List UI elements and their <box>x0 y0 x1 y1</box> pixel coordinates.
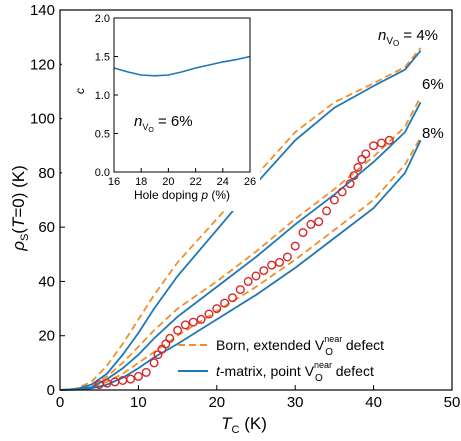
x-tick-label: 50 <box>444 394 461 411</box>
inset-x-tick-label: 24 <box>217 176 229 188</box>
data-point <box>376 138 386 148</box>
y-tick-label: 120 <box>30 56 55 73</box>
born-curve-0 <box>59 47 422 391</box>
x-axis-title: TC (K) <box>221 414 267 436</box>
x-tick-label: 10 <box>130 394 147 411</box>
inset-y-tick-label: 0.5 <box>95 129 110 141</box>
data-point <box>188 317 198 327</box>
data-point <box>220 298 230 308</box>
data-point <box>180 320 190 330</box>
inset-x-tick-label: 22 <box>189 176 201 188</box>
x-tick-label: 40 <box>365 394 382 411</box>
y-tick-label: 60 <box>38 219 55 236</box>
inset-annotation: nVO = 6% <box>134 113 193 134</box>
inset-y-tick-label: 1.5 <box>95 52 110 64</box>
data-point <box>282 252 292 262</box>
inset-x-tick-label: 26 <box>244 176 256 188</box>
x-tick-label: 0 <box>56 394 64 411</box>
data-point <box>196 314 206 324</box>
data-point <box>314 217 324 227</box>
inset-x-tick-label: 18 <box>135 176 147 188</box>
x-tick-label: 20 <box>208 394 225 411</box>
inset-y-tick-label: 2.0 <box>95 13 110 25</box>
data-point <box>173 325 183 335</box>
y-tick-label: 140 <box>30 2 55 19</box>
data-point <box>290 241 300 251</box>
tmatrix-curve-1 <box>59 101 422 391</box>
data-point <box>235 285 245 295</box>
data-point <box>322 206 332 216</box>
inset-x-tick-label: 16 <box>108 176 120 188</box>
data-point <box>251 271 261 281</box>
y-tick-label: 40 <box>38 273 55 290</box>
inset-y-axis-title: c <box>73 88 87 94</box>
curve-label-4pct: nVO = 4% <box>378 27 438 48</box>
data-point <box>306 219 316 229</box>
inset-x-axis-title: Hole doping p (%) <box>134 188 230 202</box>
y-axis-title: ρS(T=0) (K) <box>9 165 31 252</box>
data-point <box>227 293 237 303</box>
inset-x-tick-label: 20 <box>162 176 174 188</box>
born-curve-1 <box>59 96 422 391</box>
legend-label-tmatrix: t-matrix, point Vnear O defect <box>216 360 374 384</box>
main-frame <box>59 9 453 391</box>
y-tick-label: 80 <box>38 165 55 182</box>
inset-y-tick-label: 0.0 <box>95 167 110 179</box>
inset-plot: 16 18 20 22 24 26 0.0 0.5 1.0 1.5 2.0 Hole doping p… <box>62 11 260 211</box>
data-point <box>133 371 143 381</box>
curve-label-8pct: 8% <box>422 125 444 142</box>
x-tick-label: 30 <box>287 394 304 411</box>
y-tick-label: 100 <box>30 111 55 128</box>
data-point <box>165 333 175 343</box>
data-point <box>353 162 363 172</box>
main-plot: 0 10 20 30 40 50 0 20 40 60 80 100 120 140 TC (K) ρS(T=… <box>9 2 460 436</box>
data-point <box>349 171 359 181</box>
data-point <box>369 141 379 151</box>
data-point <box>259 266 269 276</box>
curve-label-6pct: 6% <box>422 76 444 93</box>
data-point <box>361 149 371 159</box>
data-point <box>243 276 253 286</box>
data-point <box>345 179 355 189</box>
data-point <box>384 135 394 145</box>
data-point <box>212 304 222 314</box>
data-point <box>329 195 339 205</box>
inset-y-tick-label: 1.0 <box>95 90 110 102</box>
data-point <box>204 309 214 319</box>
data-point <box>275 257 285 267</box>
data-point <box>126 374 136 384</box>
data-point <box>141 367 151 377</box>
data-point <box>298 228 308 238</box>
inset-background <box>62 11 260 211</box>
legend-label-born: Born, extended Vnear O defect <box>216 334 384 358</box>
inset-curve <box>113 55 251 77</box>
data-point <box>357 154 367 164</box>
y-tick-label: 0 <box>47 382 55 399</box>
data-point <box>337 187 347 197</box>
data-point <box>267 260 277 270</box>
data-point <box>149 358 159 368</box>
y-tick-label: 20 <box>38 328 55 345</box>
